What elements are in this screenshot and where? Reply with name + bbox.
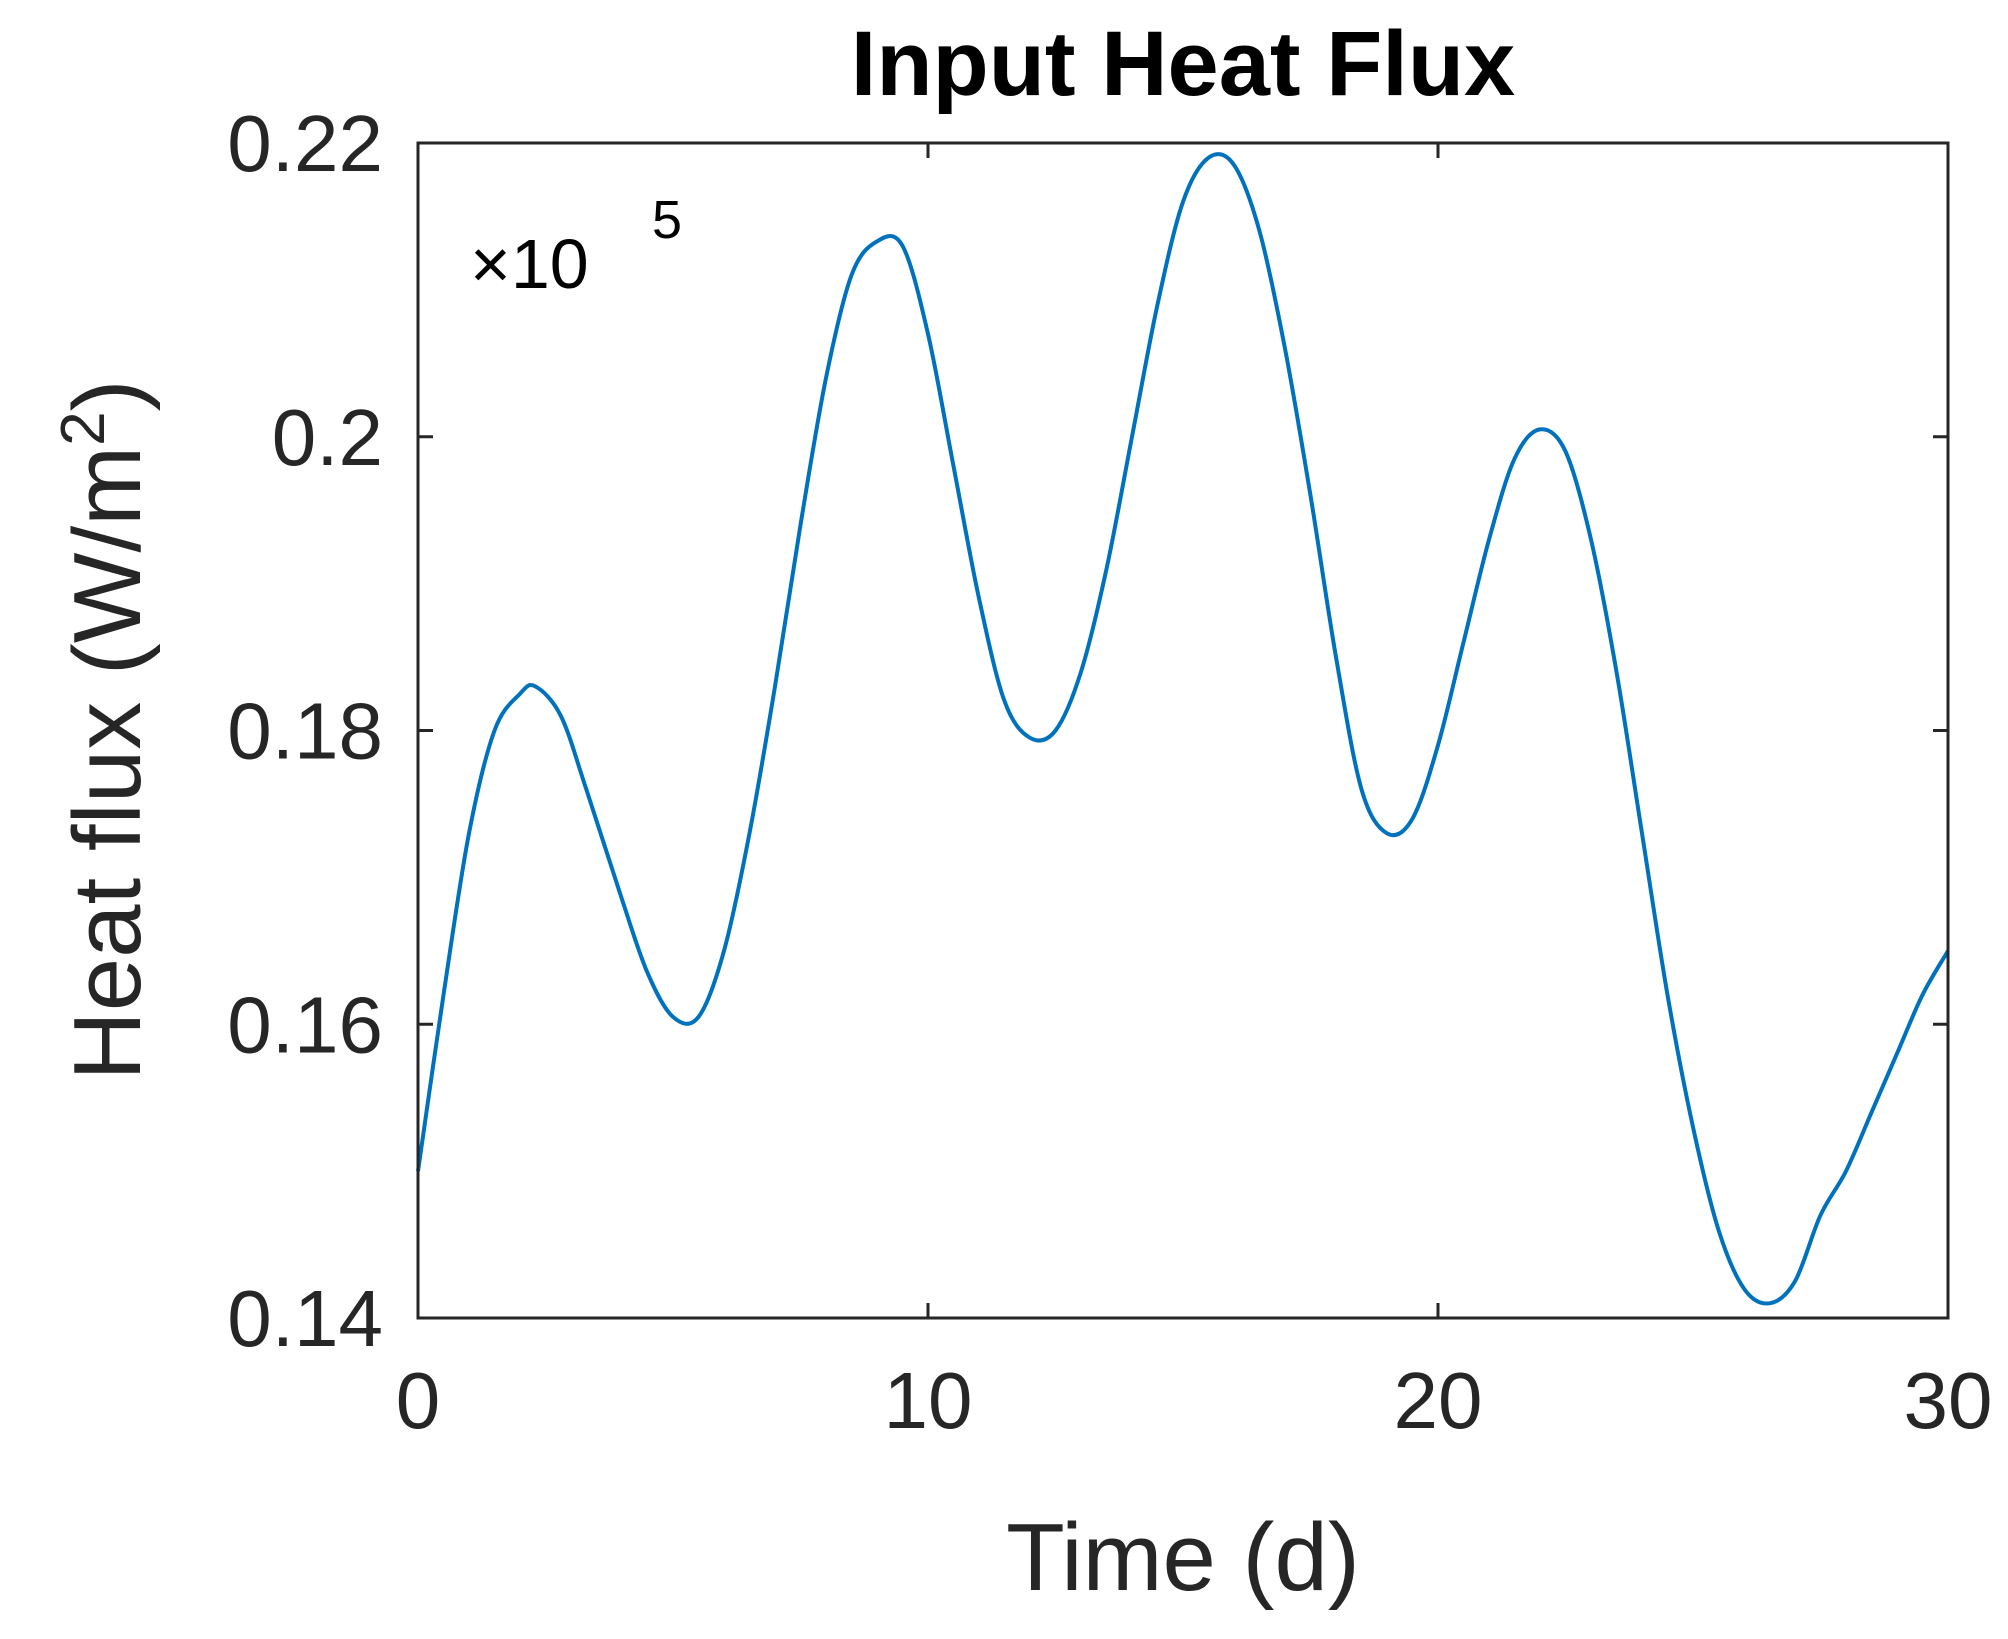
x-axis-title: Time (d) (1006, 1504, 1360, 1611)
x-tick-label: 10 (884, 1356, 973, 1445)
series-line-heat-flux (416, 152, 1950, 1306)
plot-background (418, 143, 1948, 1318)
y-tick-label: 0.2 (272, 393, 383, 482)
y-tick-label: 0.18 (227, 687, 383, 776)
tick-labels: 0 10 20 30 0.14 0.16 0.18 0.2 0.22 (227, 99, 1992, 1445)
exponent-base: ×10 (470, 225, 589, 303)
x-tick-label: 0 (396, 1356, 441, 1445)
y-axis-title-suffix: ) (54, 379, 161, 411)
y-tick-label: 0.22 (227, 99, 383, 188)
y-tick-label: 0.14 (227, 1274, 383, 1363)
y-axis-title-main: Heat flux (W/m (54, 446, 161, 1081)
axes-box (416, 141, 1950, 1320)
y-axis-title: Heat flux (W/m2) (49, 379, 161, 1080)
x-tick-label: 30 (1904, 1356, 1993, 1445)
exponent-power: 5 (652, 190, 682, 250)
y-axis-title-superscript: 2 (49, 411, 118, 445)
chart-title: Input Heat Flux (851, 13, 1515, 115)
exponent-label: ×10 5 (470, 190, 682, 303)
y-tick-label: 0.16 (227, 980, 383, 1069)
svg-text:Heat flux (W/m2): Heat flux (W/m2) (49, 379, 161, 1080)
x-tick-label: 20 (1394, 1356, 1483, 1445)
